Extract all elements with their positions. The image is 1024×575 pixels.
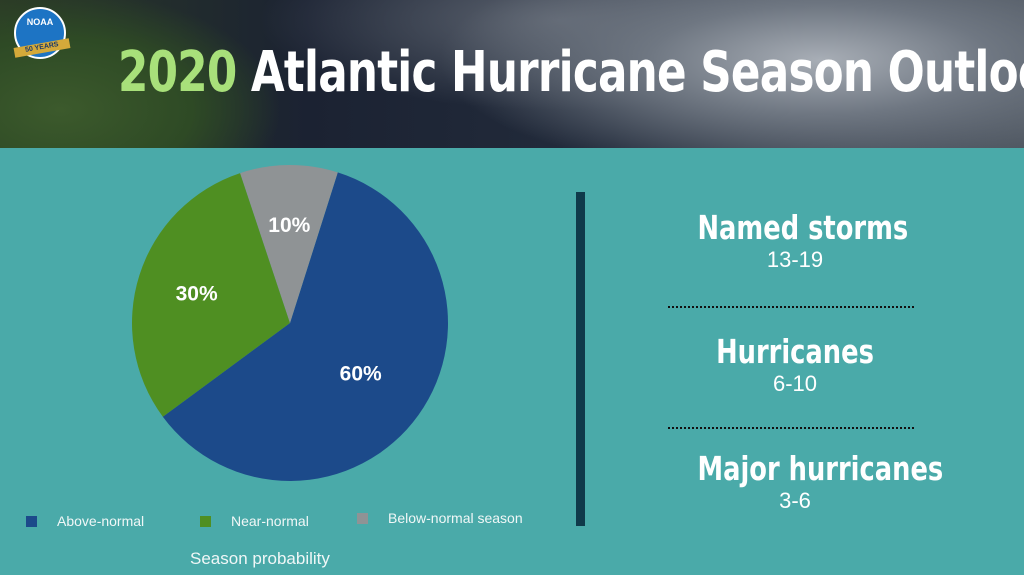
stat-label: Hurricanes bbox=[716, 332, 874, 371]
pie-data-label: 60% bbox=[340, 363, 382, 386]
stat-named-storms: Named storms 13-19 bbox=[670, 208, 920, 273]
stat-value: 13-19 bbox=[766, 247, 824, 272]
stat-value: 3-6 bbox=[779, 488, 811, 513]
pie-chart: 60% 30% 10% bbox=[132, 165, 449, 481]
legend-swatch bbox=[200, 515, 211, 527]
legend-above-normal: Above-normal bbox=[26, 513, 144, 529]
stat-hurricanes: Hurricanes 6-10 bbox=[670, 332, 920, 397]
stat-label: Named storms bbox=[697, 208, 909, 247]
dotted-separator bbox=[668, 306, 914, 308]
stat-major-hurricanes: Major hurricanes 3-6 bbox=[670, 449, 944, 514]
pie-slice-below-normal-season bbox=[240, 165, 338, 323]
legend-label: Below-normal season bbox=[388, 510, 523, 526]
pie-slice-above-normal bbox=[162, 172, 449, 481]
legend-swatch bbox=[26, 515, 37, 527]
pie-data-label: 10% bbox=[268, 214, 310, 237]
legend-swatch bbox=[357, 512, 368, 524]
divider bbox=[576, 192, 585, 526]
stat-label: Major hurricanes bbox=[697, 449, 944, 488]
title-text: Atlantic Hurricane Season Outlook bbox=[250, 40, 1024, 105]
chart-caption: Season probability bbox=[190, 549, 330, 568]
page-title: 2020 Atlantic Hurricane Season Outlook bbox=[118, 40, 1024, 105]
noaa-logo: NOAA 50 YEARS bbox=[13, 7, 71, 59]
stat-value: 6-10 bbox=[772, 371, 818, 396]
legend-below-normal: Below-normal season bbox=[357, 510, 523, 526]
legend-label: Above-normal bbox=[57, 513, 145, 529]
legend-near-normal: Near-normal bbox=[200, 513, 309, 529]
pie-slice-near-normal bbox=[132, 173, 290, 417]
legend-label: Near-normal bbox=[231, 513, 309, 529]
logo-badge: 50 YEARS bbox=[13, 38, 71, 58]
logo-text: NOAA bbox=[26, 17, 54, 27]
header-banner: NOAA 50 YEARS 2020 Atlantic Hurricane Sea… bbox=[0, 0, 1024, 148]
dotted-separator bbox=[668, 427, 914, 429]
title-year: 2020 bbox=[118, 40, 237, 105]
pie-data-label: 30% bbox=[176, 282, 218, 305]
